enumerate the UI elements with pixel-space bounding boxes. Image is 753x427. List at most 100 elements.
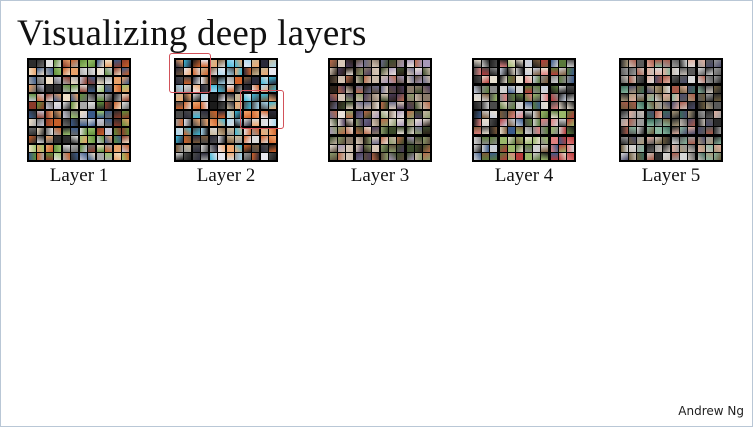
image-patch	[184, 136, 191, 143]
image-patch	[80, 128, 87, 135]
image-patch	[330, 60, 338, 68]
image-patch	[381, 136, 389, 144]
image-patch	[29, 153, 36, 160]
feature-cell	[261, 77, 276, 92]
image-patch	[218, 145, 225, 152]
image-patch	[371, 127, 379, 135]
image-patch	[646, 136, 654, 144]
image-patch	[474, 144, 482, 152]
image-patch	[97, 128, 104, 135]
image-patch	[474, 68, 482, 76]
image-patch	[629, 111, 637, 119]
image-patch	[363, 93, 371, 101]
image-patch	[533, 68, 541, 76]
image-patch	[621, 136, 629, 144]
feature-cell	[210, 77, 225, 92]
image-patch	[244, 136, 251, 143]
image-patch	[414, 119, 422, 127]
feature-cell	[63, 60, 78, 75]
image-patch	[507, 144, 515, 152]
feature-cell	[227, 145, 242, 160]
image-patch	[558, 127, 566, 135]
feature-cell	[227, 94, 242, 109]
image-patch	[269, 68, 276, 75]
image-patch	[558, 144, 566, 152]
image-patch	[193, 68, 200, 75]
image-patch	[713, 144, 721, 152]
image-patch	[80, 102, 87, 109]
image-patch	[550, 127, 558, 135]
image-patch	[54, 111, 61, 118]
image-patch	[46, 94, 53, 101]
feature-cell	[193, 77, 208, 92]
image-patch	[688, 85, 696, 93]
image-patch	[105, 85, 112, 92]
image-patch	[621, 85, 629, 93]
image-patch	[672, 127, 680, 135]
image-patch	[422, 111, 430, 119]
image-patch	[338, 152, 346, 160]
image-patch	[37, 85, 44, 92]
image-patch	[71, 111, 78, 118]
image-patch	[414, 76, 422, 84]
image-patch	[482, 101, 490, 109]
image-patch	[550, 144, 558, 152]
image-patch	[338, 93, 346, 101]
feature-cell	[261, 94, 276, 109]
image-patch	[515, 93, 523, 101]
image-patch	[218, 119, 225, 126]
image-patch	[201, 102, 208, 109]
image-patch	[558, 119, 566, 127]
image-patch	[346, 101, 354, 109]
image-patch	[621, 93, 629, 101]
image-patch	[105, 136, 112, 143]
image-patch	[330, 76, 338, 84]
feature-cell	[550, 136, 575, 161]
image-patch	[122, 136, 129, 143]
image-patch	[414, 85, 422, 93]
feature-cell	[97, 145, 112, 160]
image-patch	[389, 101, 397, 109]
image-patch	[414, 101, 422, 109]
image-patch	[80, 68, 87, 75]
image-patch	[235, 68, 242, 75]
image-patch	[422, 144, 430, 152]
image-patch	[227, 111, 234, 118]
image-patch	[541, 101, 549, 109]
image-patch	[97, 136, 104, 143]
image-patch	[88, 119, 95, 126]
image-patch	[406, 68, 414, 76]
image-patch	[680, 60, 688, 68]
image-patch	[88, 128, 95, 135]
image-patch	[244, 85, 251, 92]
feature-cell	[525, 60, 549, 84]
image-patch	[499, 144, 507, 152]
image-patch	[646, 111, 654, 119]
image-patch	[680, 101, 688, 109]
image-patch	[37, 60, 44, 67]
feature-cell	[29, 77, 44, 92]
feature-cell	[406, 111, 431, 135]
feature-cell	[97, 94, 112, 109]
feature-cell	[210, 60, 225, 75]
feature-cell	[210, 128, 225, 143]
image-patch	[338, 127, 346, 135]
image-patch	[533, 152, 541, 160]
image-patch	[338, 119, 346, 127]
image-patch	[474, 60, 482, 68]
image-patch	[621, 127, 629, 135]
image-patch	[621, 119, 629, 127]
image-patch	[507, 68, 515, 76]
image-patch	[63, 153, 70, 160]
image-patch	[184, 111, 191, 118]
image-patch	[697, 76, 705, 84]
image-patch	[499, 119, 507, 127]
image-patch	[389, 93, 397, 101]
image-patch	[193, 145, 200, 152]
layer-4-panel: Layer 4	[472, 58, 576, 187]
image-patch	[371, 111, 379, 119]
image-patch	[697, 127, 705, 135]
image-patch	[355, 136, 363, 144]
image-patch	[37, 94, 44, 101]
image-patch	[541, 76, 549, 84]
